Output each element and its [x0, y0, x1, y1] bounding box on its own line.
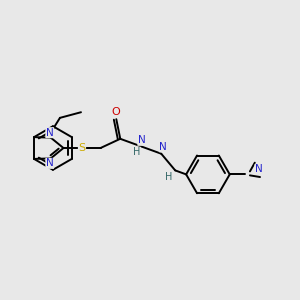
Text: N: N: [159, 142, 167, 152]
Text: N: N: [138, 135, 146, 145]
Text: N: N: [255, 164, 263, 174]
Text: H: H: [133, 147, 140, 157]
Text: N: N: [46, 158, 54, 168]
Text: O: O: [111, 107, 120, 117]
Text: S: S: [78, 143, 85, 153]
Text: H: H: [165, 172, 172, 182]
Text: N: N: [46, 128, 54, 138]
